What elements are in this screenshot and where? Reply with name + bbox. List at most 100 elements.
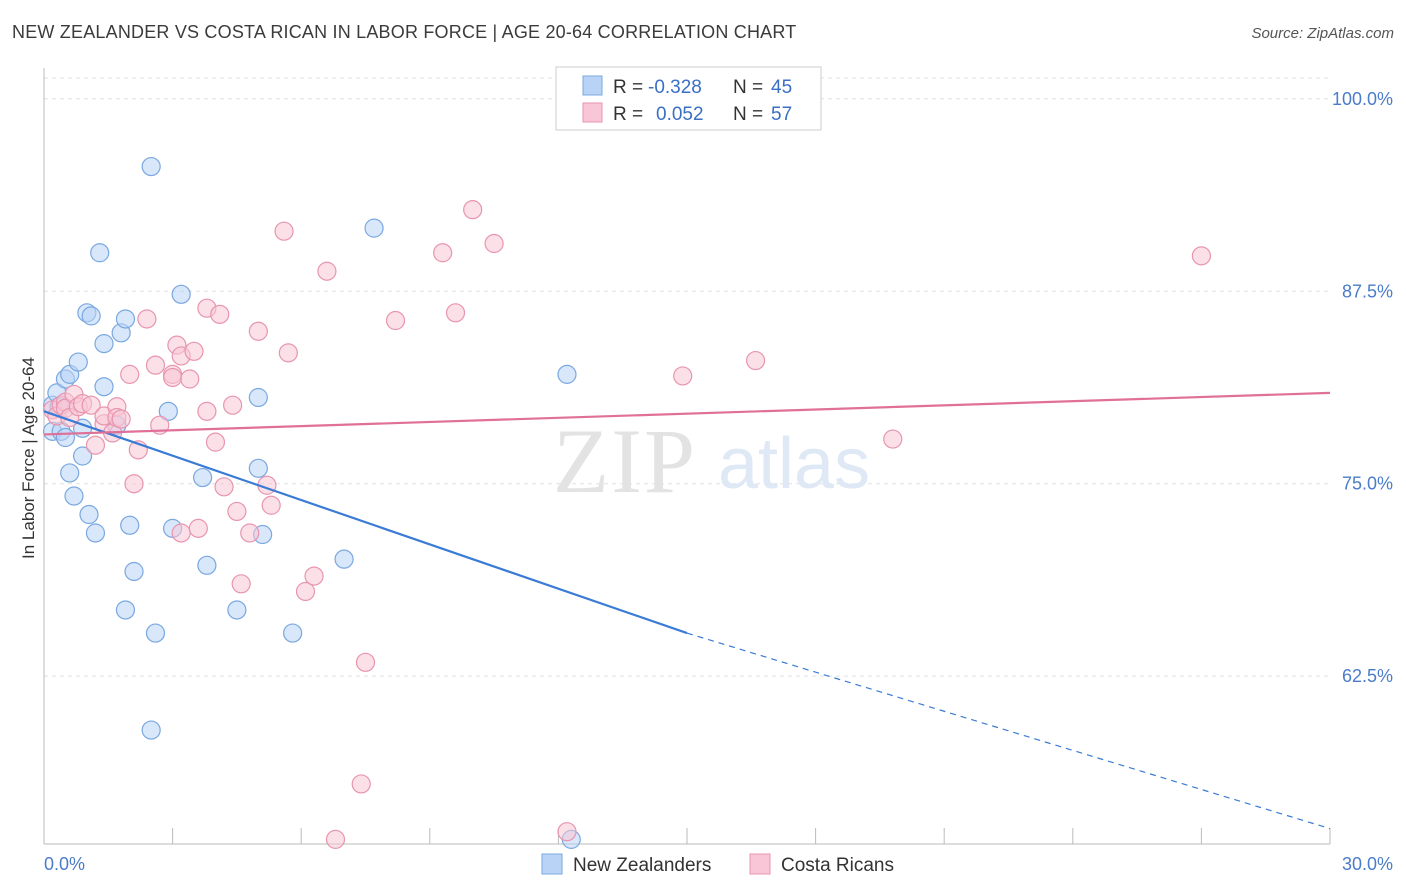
watermark-zip: ZIP	[553, 410, 697, 512]
legend-n-label-1: N =	[733, 104, 763, 125]
point-costa-rican	[278, 343, 298, 363]
point-costa-rican	[261, 495, 281, 515]
point-costa-rican	[231, 574, 251, 594]
point-new-zealander	[193, 467, 213, 488]
point-new-zealander	[115, 309, 136, 329]
bottom-legend-label-costa-ricans: Costa Ricans	[781, 855, 894, 876]
point-new-zealander	[90, 243, 110, 263]
point-costa-rican	[205, 432, 226, 452]
y-tick-label: 100.0%	[1332, 89, 1393, 109]
point-new-zealander	[115, 600, 136, 620]
point-new-zealander	[124, 561, 144, 582]
point-costa-rican	[355, 652, 376, 672]
point-new-zealander	[64, 486, 84, 506]
point-costa-rican	[184, 341, 204, 361]
chart-source: Source: ZipAtlas.com	[1251, 25, 1394, 42]
point-new-zealander	[364, 218, 384, 238]
point-costa-rican	[883, 429, 903, 449]
point-new-zealander	[197, 555, 217, 575]
point-costa-rican	[171, 523, 191, 543]
x-tick-label-min: 0.0%	[44, 854, 85, 874]
point-costa-rican	[274, 221, 294, 241]
point-costa-rican	[163, 367, 183, 388]
point-costa-rican	[188, 518, 208, 538]
legend-n-label-0: N =	[733, 77, 763, 98]
x-tick-label-max: 30.0%	[1342, 854, 1393, 874]
point-costa-rican	[557, 822, 577, 842]
legend-swatch-new-zealanders	[582, 75, 603, 96]
y-tick-label: 75.0%	[1342, 474, 1393, 494]
bottom-legend-swatch-costa-ricans	[749, 853, 771, 875]
legend-n-value-1: 57	[771, 104, 792, 125]
watermark: ZIP atlas	[553, 410, 870, 512]
legend-r-value-0: -0.328	[648, 77, 702, 98]
top-legend: R = -0.328 N = 45 R = 0.052 N = 57	[555, 66, 822, 131]
point-costa-rican	[227, 501, 247, 522]
legend-r-label-1: R =	[613, 104, 643, 125]
point-costa-rican	[85, 435, 106, 455]
point-costa-rican	[745, 350, 766, 371]
point-new-zealander	[248, 458, 268, 478]
point-costa-rican	[180, 369, 200, 389]
point-costa-rican	[248, 321, 268, 341]
y-axis-title: In Labor Force | Age 20-64	[19, 357, 38, 559]
y-tick-label: 62.5%	[1342, 666, 1393, 686]
point-costa-rican	[304, 566, 324, 586]
point-costa-rican	[145, 355, 166, 375]
series-costa-ricans-points	[42, 200, 1212, 849]
bottom-legend: New Zealanders Costa Ricans	[541, 853, 894, 876]
point-new-zealander	[334, 549, 354, 569]
point-costa-rican	[240, 523, 260, 543]
point-costa-rican	[463, 200, 483, 220]
legend-n-value-0: 45	[771, 77, 792, 98]
point-new-zealander	[72, 446, 93, 466]
point-new-zealander	[248, 387, 268, 408]
point-new-zealander	[94, 334, 114, 354]
point-new-zealander	[145, 623, 166, 643]
point-new-zealander	[557, 364, 577, 384]
point-costa-rican	[197, 401, 217, 421]
legend-swatch-costa-ricans	[582, 102, 603, 123]
point-costa-rican	[120, 364, 140, 384]
point-costa-rican	[433, 243, 453, 263]
legend-r-label-0: R =	[613, 77, 643, 98]
point-costa-rican	[317, 261, 337, 281]
point-costa-rican	[385, 310, 406, 331]
legend-r-value-1: 0.052	[656, 104, 704, 125]
watermark-atlas: atlas	[718, 424, 870, 504]
point-costa-rican	[484, 233, 504, 254]
point-new-zealander	[158, 401, 178, 421]
trend-line-new-zealanders-extension	[686, 632, 1331, 830]
point-new-zealander	[141, 720, 161, 740]
point-costa-rican	[325, 829, 346, 849]
trend-line-new-zealanders	[43, 410, 688, 635]
series-new-zealanders-points	[42, 156, 581, 849]
point-costa-rican	[445, 303, 466, 323]
x-axis-ticks	[43, 828, 1331, 844]
point-costa-rican	[81, 395, 101, 415]
point-costa-rican	[1191, 246, 1212, 266]
point-costa-rican	[295, 581, 316, 602]
point-costa-rican	[111, 409, 131, 429]
trend-line-costa-ricans	[43, 391, 1331, 436]
point-new-zealander	[283, 623, 303, 643]
bottom-legend-swatch-new-zealanders	[541, 853, 563, 875]
point-new-zealander	[120, 515, 140, 535]
point-new-zealander	[85, 523, 106, 543]
point-new-zealander	[171, 284, 191, 304]
point-new-zealander	[68, 352, 88, 372]
trend-lines	[43, 391, 1331, 830]
y-tick-label: 87.5%	[1342, 281, 1393, 301]
point-costa-rican	[137, 309, 157, 329]
bottom-legend-label-new-zealanders: New Zealanders	[573, 855, 711, 876]
chart-title: NEW ZEALANDER VS COSTA RICAN IN LABOR FO…	[12, 22, 797, 42]
point-costa-rican	[351, 774, 371, 794]
point-new-zealander	[94, 377, 114, 397]
point-new-zealander	[227, 600, 247, 620]
point-new-zealander	[55, 427, 76, 448]
point-new-zealander	[79, 504, 99, 525]
point-new-zealander	[81, 306, 101, 326]
point-costa-rican	[210, 304, 230, 324]
point-costa-rican	[673, 366, 693, 386]
